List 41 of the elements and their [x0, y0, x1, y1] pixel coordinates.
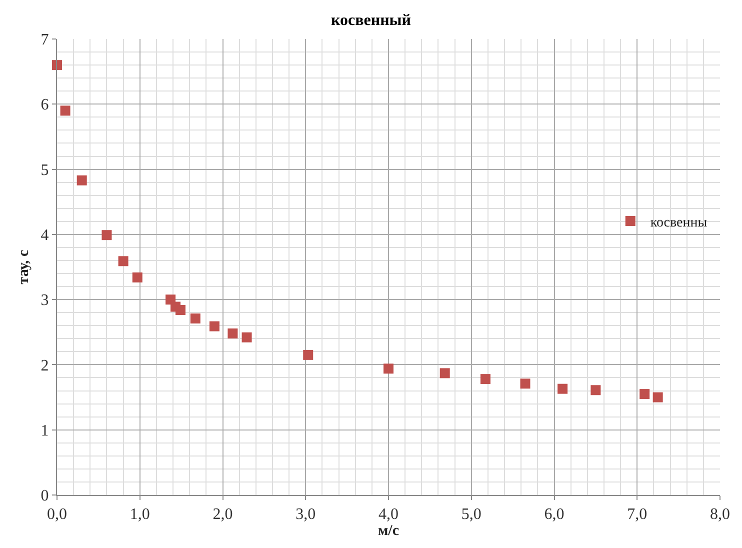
point: [652, 392, 663, 402]
x-tick-label: 7,0: [627, 506, 648, 524]
point: [303, 350, 314, 360]
point: [590, 385, 601, 396]
point: [209, 321, 220, 332]
point: [132, 272, 142, 282]
y-tick-label: 4: [40, 227, 49, 244]
y-tick-label: 7: [40, 32, 49, 49]
y-axis-title: тау, с: [16, 249, 32, 284]
point: [384, 364, 394, 374]
point: [52, 60, 62, 70]
point: [440, 368, 450, 378]
point: [190, 313, 200, 324]
point: [558, 384, 568, 394]
x-tick-label: 1,0: [130, 506, 150, 524]
x-tick-label: 3,0: [296, 506, 316, 524]
y-tick-label: 5: [40, 162, 49, 179]
x-tick-label: 0,0: [47, 506, 67, 524]
y-tick-label: 1: [40, 422, 49, 440]
y-tick-label: 2: [40, 357, 49, 374]
x-tick-label: 8,0: [710, 506, 730, 524]
legend-label: косвенны: [650, 215, 708, 230]
y-tick-label: 3: [40, 292, 49, 310]
y-tick-label: 0: [40, 488, 49, 505]
point: [118, 256, 128, 266]
point: [520, 378, 530, 389]
point: [102, 230, 112, 240]
point: [242, 332, 252, 342]
point: [76, 175, 87, 186]
x-tick-label: 6,0: [544, 506, 564, 524]
y-tick-label: 6: [40, 96, 49, 114]
point: [175, 304, 186, 315]
x-tick-label: 4,0: [378, 506, 398, 524]
chart-title: косвенный: [331, 12, 411, 29]
point: [480, 374, 490, 384]
point: [640, 389, 650, 400]
x-tick-label: 2,0: [212, 506, 233, 524]
point: [60, 106, 70, 116]
x-tick-label: 5,0: [461, 506, 482, 524]
x-axis-title: м/с: [378, 523, 400, 540]
point: [228, 328, 238, 338]
